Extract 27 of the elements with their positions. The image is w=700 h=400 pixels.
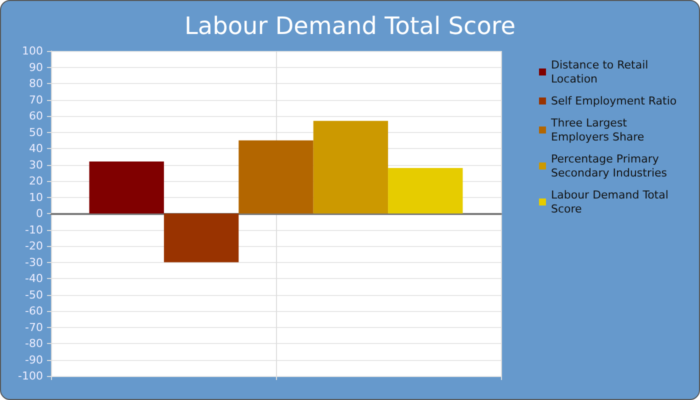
y-tick-label: -10	[25, 223, 43, 236]
y-tick-label: -100	[18, 370, 43, 382]
y-tick-label: -70	[25, 320, 43, 334]
y-tick-label: 30	[29, 158, 43, 172]
y-tick-label: 90	[29, 60, 43, 74]
y-tick-label: -30	[25, 256, 43, 269]
y-tick-label: 100	[22, 44, 43, 58]
y-tick-label: 60	[29, 110, 43, 122]
legend-label: Distance to Retail Location	[551, 58, 652, 86]
y-tick-label: -80	[25, 337, 43, 350]
y-tick-label: -40	[25, 272, 43, 285]
y-tick-label: 80	[29, 77, 43, 90]
y-tick-label: -20	[25, 240, 43, 252]
y-tick-label: 20	[29, 174, 43, 188]
chart-title: Labour Demand Total Score	[184, 12, 516, 40]
y-tick-label: -50	[25, 288, 43, 302]
legend-label: Three Largest Employers Share	[550, 116, 644, 144]
y-tick-label: 70	[29, 93, 43, 106]
legend-label: Self Employment Ratio	[551, 94, 677, 108]
y-tick-label: 0	[36, 207, 43, 220]
y-tick-label: 50	[29, 126, 43, 139]
legend-label: Percentage Primary Secondary Industries	[551, 152, 668, 180]
y-tick-label: 10	[29, 190, 43, 204]
y-tick-label: -90	[25, 353, 43, 366]
y-tick-label: 40	[29, 142, 43, 155]
legend-label: Labour Demand Total Score	[551, 188, 672, 216]
y-tick-label: -60	[25, 304, 43, 318]
